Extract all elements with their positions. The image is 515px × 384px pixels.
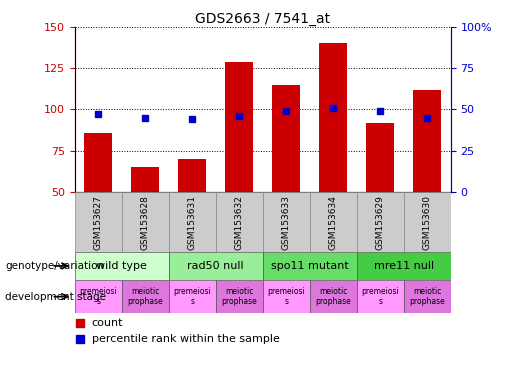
Text: count: count bbox=[92, 318, 123, 328]
Bar bbox=[310, 192, 356, 252]
Bar bbox=[216, 192, 263, 252]
Bar bbox=[263, 192, 310, 252]
Bar bbox=[168, 192, 216, 252]
Text: wild type: wild type bbox=[96, 261, 147, 271]
Bar bbox=[404, 280, 451, 313]
Bar bbox=[122, 280, 168, 313]
Text: GSM153629: GSM153629 bbox=[375, 195, 385, 250]
Bar bbox=[356, 252, 451, 280]
Bar bbox=[131, 167, 159, 192]
Text: mre11 null: mre11 null bbox=[373, 261, 434, 271]
Bar bbox=[225, 61, 253, 192]
Bar bbox=[263, 280, 310, 313]
Text: GSM153634: GSM153634 bbox=[329, 195, 338, 250]
Text: GSM153631: GSM153631 bbox=[187, 195, 197, 250]
Text: meiotic
prophase: meiotic prophase bbox=[315, 287, 351, 306]
Text: meiotic
prophase: meiotic prophase bbox=[221, 287, 257, 306]
Text: GSM153627: GSM153627 bbox=[94, 195, 102, 250]
Text: percentile rank within the sample: percentile rank within the sample bbox=[92, 334, 280, 344]
Bar bbox=[178, 159, 206, 192]
Text: rad50 null: rad50 null bbox=[187, 261, 244, 271]
Text: genotype/variation: genotype/variation bbox=[5, 261, 104, 271]
Bar bbox=[356, 280, 404, 313]
Bar bbox=[310, 280, 356, 313]
Bar bbox=[168, 252, 263, 280]
Text: GSM153628: GSM153628 bbox=[141, 195, 150, 250]
Text: premeiosi
s: premeiosi s bbox=[173, 287, 211, 306]
Bar bbox=[122, 192, 168, 252]
Bar bbox=[404, 192, 451, 252]
Text: GSM153630: GSM153630 bbox=[423, 195, 432, 250]
Text: GSM153633: GSM153633 bbox=[282, 195, 290, 250]
Bar bbox=[216, 280, 263, 313]
Bar bbox=[168, 280, 216, 313]
Text: premeiosi
s: premeiosi s bbox=[79, 287, 117, 306]
Text: development stage: development stage bbox=[5, 291, 106, 302]
Bar bbox=[84, 132, 112, 192]
Title: GDS2663 / 7541_at: GDS2663 / 7541_at bbox=[195, 12, 330, 26]
Text: meiotic
prophase: meiotic prophase bbox=[127, 287, 163, 306]
Bar bbox=[319, 43, 347, 192]
Bar bbox=[366, 122, 394, 192]
Bar bbox=[75, 252, 168, 280]
Text: GSM153632: GSM153632 bbox=[235, 195, 244, 250]
Text: meiotic
prophase: meiotic prophase bbox=[409, 287, 445, 306]
Bar bbox=[75, 192, 122, 252]
Bar bbox=[356, 192, 404, 252]
Bar bbox=[413, 89, 441, 192]
Text: premeiosi
s: premeiosi s bbox=[361, 287, 399, 306]
Bar bbox=[75, 280, 122, 313]
Text: premeiosi
s: premeiosi s bbox=[267, 287, 305, 306]
Bar bbox=[272, 85, 300, 192]
Bar bbox=[263, 252, 356, 280]
Text: spo11 mutant: spo11 mutant bbox=[271, 261, 349, 271]
